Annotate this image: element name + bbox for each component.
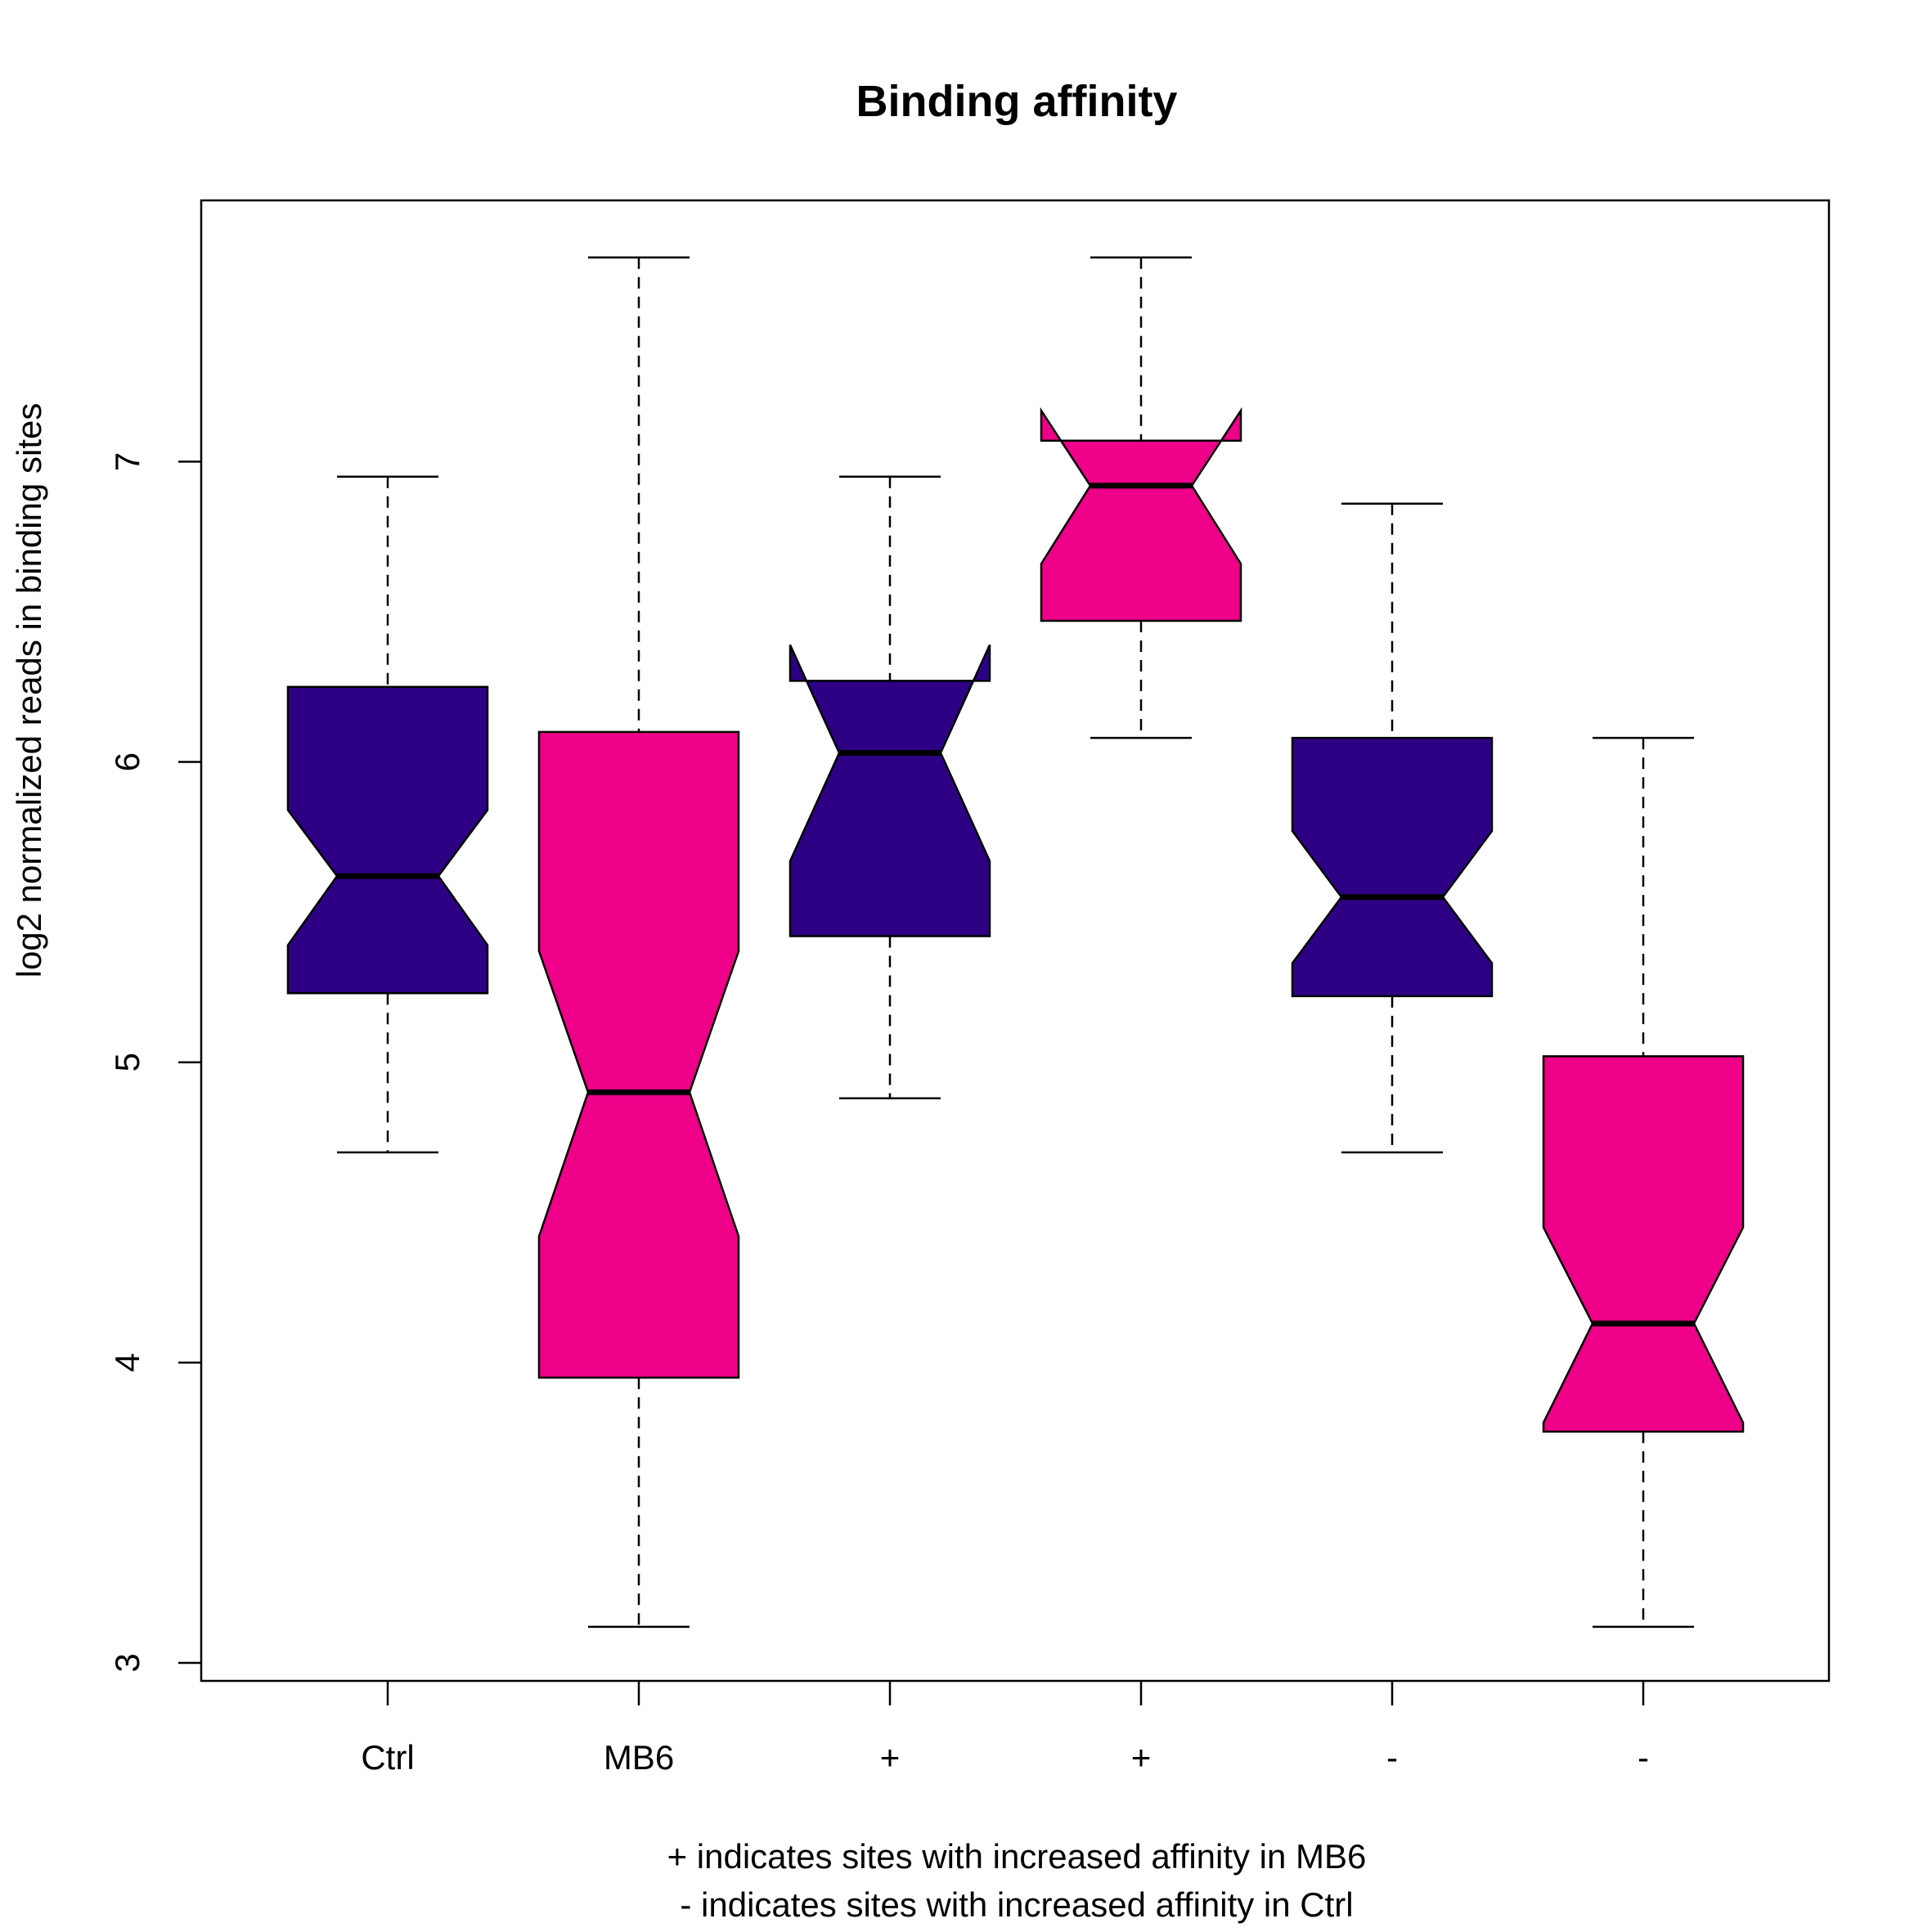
x-axis-label-line-2: - indicates sites with increased affinit… [680,1885,1353,1924]
y-tick-label: 3 [108,1653,146,1672]
x-tick-label: - [1386,1738,1398,1777]
y-tick-label: 5 [108,1053,146,1072]
box-6 [1542,1055,1745,1433]
x-tick-label: MB6 [604,1738,674,1777]
box-2 [537,730,740,1379]
box-4 [1040,407,1242,622]
box-3 [789,644,991,937]
y-tick-label: 7 [108,452,146,471]
y-tick-label: 6 [108,753,146,771]
box-1 [286,685,489,995]
x-tick-label: Ctrl [361,1738,414,1777]
x-tick-label: + [1131,1738,1152,1777]
plot-frame [200,199,1831,1683]
plot-area: 3 4 5 6 7 Ctrl MB6 + + - - [108,199,1831,1777]
chart-title: Binding affinity [856,77,1178,126]
x-tick-label: + [880,1738,901,1777]
box-5 [1291,736,1494,998]
x-axis-label-line-1: + indicates sites with increased affinit… [667,1837,1367,1876]
y-tick-label: 4 [108,1353,146,1372]
y-axis-label: log2 normalized reads in binding sites [10,403,48,978]
x-tick-label: - [1638,1738,1649,1777]
